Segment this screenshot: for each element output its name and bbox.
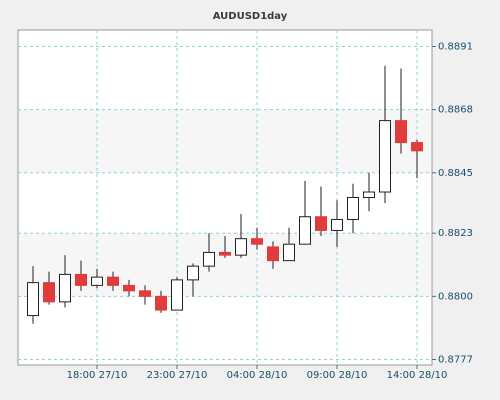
y-tick-label: 0.8868 [438, 105, 473, 116]
candle-body [251, 238, 263, 245]
candle-body [59, 273, 71, 303]
candle-body [123, 284, 135, 292]
x-tick-label: 18:00 27/10 [67, 370, 128, 381]
y-tick-label: 0.8800 [438, 291, 473, 302]
candle-body [299, 216, 311, 245]
candle-body [331, 218, 343, 231]
candle-body [219, 251, 231, 256]
grid-band [19, 109, 431, 173]
candle-body [75, 273, 87, 286]
x-tick-label: 23:00 27/10 [147, 370, 208, 381]
y-tick-label: 0.8845 [438, 168, 473, 179]
candle-body [171, 279, 183, 311]
candle-body [411, 142, 423, 152]
candle-body [107, 276, 119, 286]
x-tick-label: 14:00 28/10 [387, 370, 448, 381]
candle-body [43, 282, 55, 303]
candle-body [91, 276, 103, 286]
x-tick-label: 09:00 28/10 [307, 370, 368, 381]
candle-body [155, 295, 167, 311]
candle-body [267, 246, 279, 262]
candle-body [283, 243, 295, 262]
candle-body [315, 216, 327, 231]
y-tick-label: 0.8823 [438, 228, 473, 239]
x-tick-label: 04:00 28/10 [227, 370, 288, 381]
candle-body [235, 238, 247, 256]
candle-body [203, 251, 215, 267]
candle-body [347, 197, 359, 220]
chart-title: AUDUSD1day [213, 11, 288, 22]
y-tick-label: 0.8891 [438, 41, 473, 52]
candle-body [139, 290, 151, 297]
candle-body [27, 282, 39, 317]
y-tick-label: 0.8777 [438, 355, 473, 366]
candle-body [187, 265, 199, 281]
candle-body [395, 120, 407, 144]
candle-body [363, 191, 375, 198]
candle-body [379, 120, 391, 193]
